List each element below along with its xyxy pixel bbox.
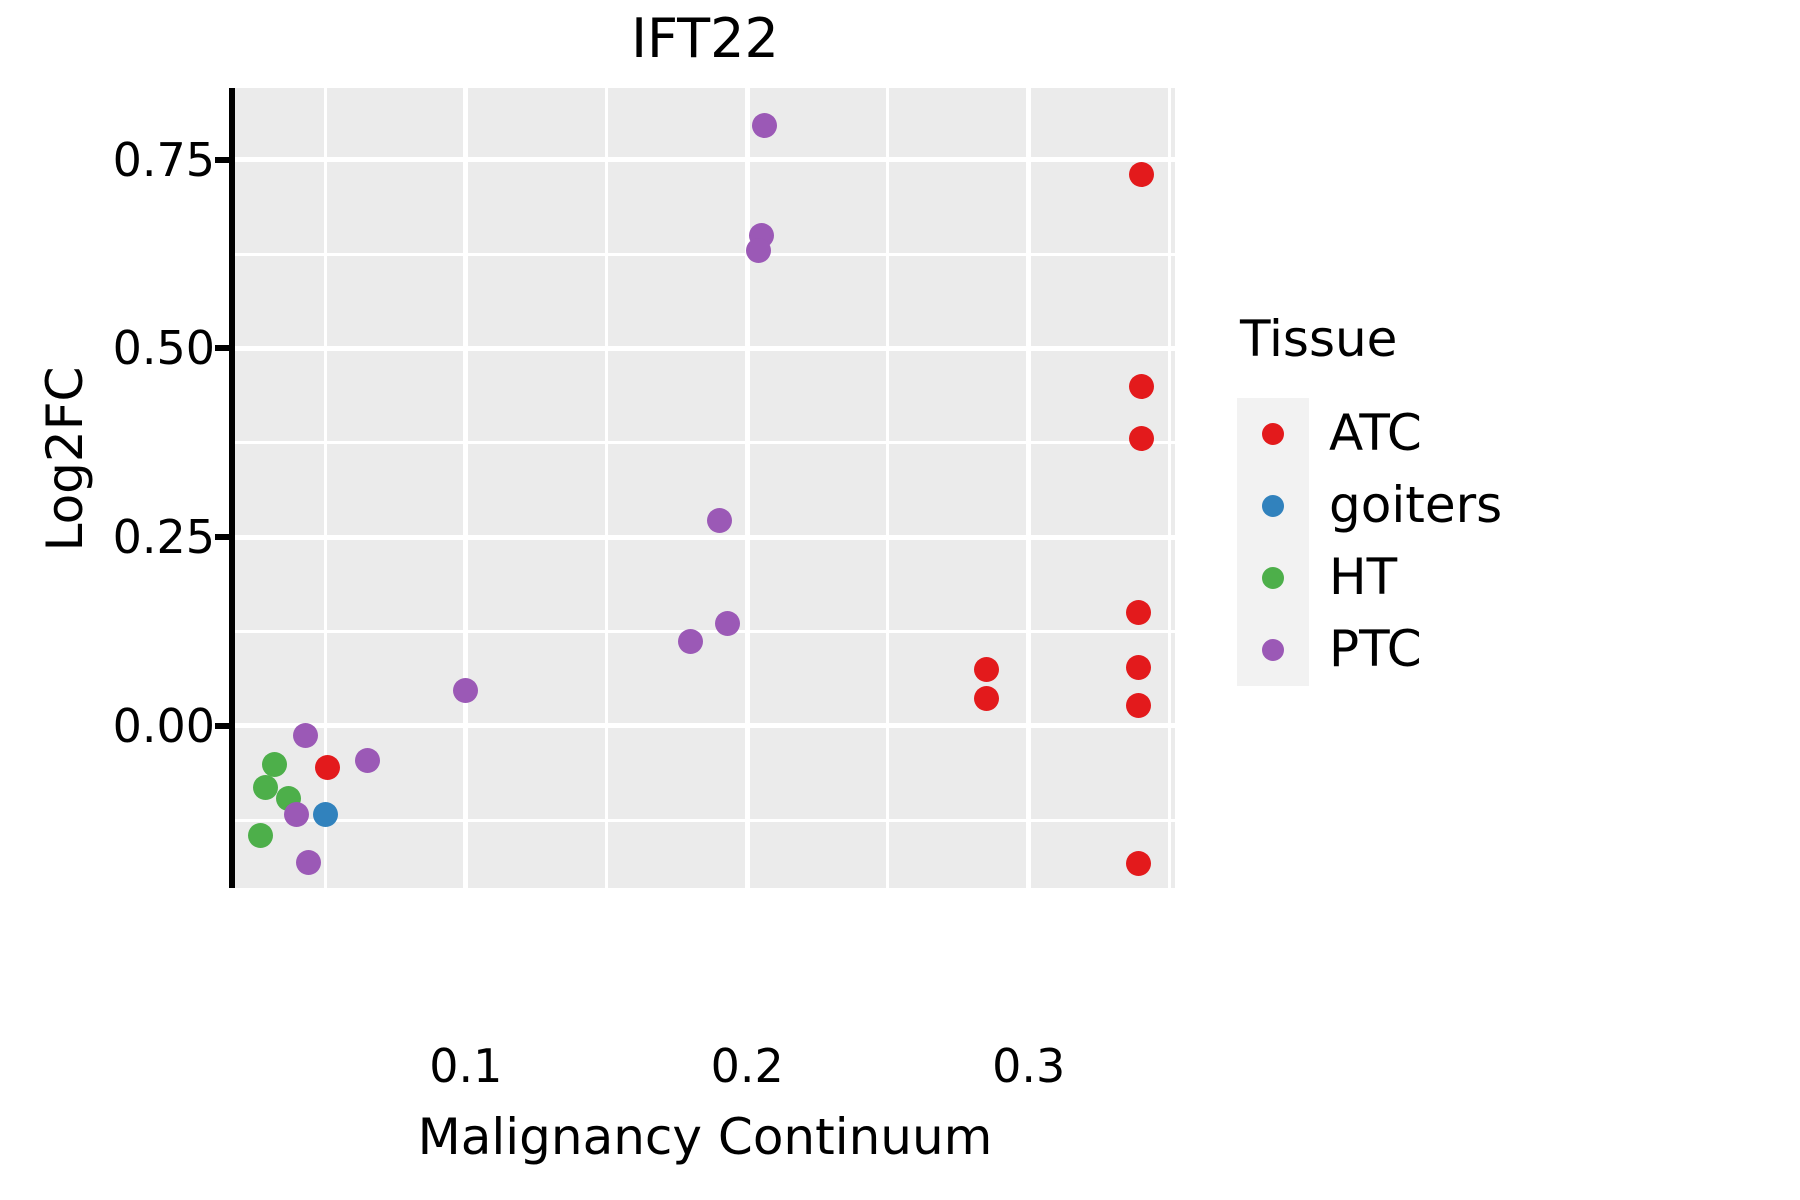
data-point-atc	[315, 754, 341, 780]
y-tick-label: 0.00	[112, 698, 215, 753]
data-point-ptc	[678, 628, 704, 654]
y-tick-mark	[215, 722, 229, 729]
legend-dot-icon	[1262, 639, 1284, 661]
data-point-atc	[1125, 655, 1151, 681]
data-point-atc	[973, 656, 999, 682]
x-tick-label: 0.3	[992, 1039, 1066, 1093]
y-axis-title: Log2FC	[36, 366, 94, 552]
data-point-ptc	[745, 237, 771, 263]
legend-item-label: ATC	[1329, 404, 1422, 462]
data-point-atc	[1125, 692, 1151, 718]
gridline-horizontal-minor	[235, 252, 1175, 256]
legend-title: Tissue	[1240, 310, 1398, 368]
data-point-atc	[1128, 162, 1154, 188]
legend-item-goiters[interactable]: goiters	[1237, 470, 1577, 542]
x-tick-label: 0.2	[710, 1039, 784, 1093]
legend-item-label: PTC	[1329, 620, 1422, 678]
data-point-ptc	[354, 747, 380, 773]
data-point-ptc	[715, 610, 740, 636]
legend-dot-icon	[1262, 495, 1284, 517]
y-tick-mark	[215, 345, 229, 352]
y-tick-label: 0.75	[112, 132, 215, 187]
y-tick-mark	[215, 156, 229, 163]
data-point-atc	[1128, 373, 1154, 399]
page-title: IFT22	[631, 7, 779, 70]
legend-item-ptc[interactable]: PTC	[1237, 614, 1577, 686]
data-point-ptc	[295, 849, 321, 875]
legend-item-label: goiters	[1329, 476, 1503, 534]
data-point-ptc	[284, 801, 310, 827]
data-point-ht	[261, 752, 287, 778]
gridline-horizontal	[235, 345, 1175, 351]
data-point-atc	[973, 686, 999, 712]
plot-panel	[235, 88, 1175, 888]
data-point-ht	[247, 822, 273, 848]
gridline-vertical	[1026, 88, 1032, 888]
data-point-atc	[1128, 426, 1154, 452]
x-axis-title: Malignancy Continuum	[417, 1108, 993, 1166]
y-tick-label: 0.25	[112, 510, 215, 565]
legend-dot-icon	[1262, 423, 1284, 445]
legend-rows: ATC goiters HT PTC	[1237, 398, 1577, 686]
gridline-vertical-minor	[886, 88, 890, 888]
legend-item-ht[interactable]: HT	[1237, 542, 1577, 614]
data-point-ptc	[292, 723, 318, 749]
data-point-ptc	[706, 507, 732, 533]
gridline-horizontal	[235, 157, 1175, 163]
gridline-horizontal	[235, 534, 1175, 540]
y-axis-line	[229, 88, 235, 888]
gridline-vertical	[744, 88, 750, 888]
gridline-horizontal	[235, 723, 1175, 729]
gridline-vertical-minor	[1167, 88, 1171, 888]
data-point-ptc	[453, 677, 479, 703]
x-tick-label: 0.1	[429, 1039, 503, 1093]
data-point-ptc	[751, 113, 777, 139]
data-point-ht	[253, 775, 279, 801]
data-point-atc	[1125, 600, 1151, 626]
gridline-vertical-minor	[323, 88, 327, 888]
gridline-horizontal-minor	[235, 818, 1175, 822]
legend-item-atc[interactable]: ATC	[1237, 398, 1577, 470]
data-point-atc	[1125, 851, 1151, 877]
y-tick-label: 0.50	[112, 321, 215, 376]
gridline-horizontal-minor	[235, 629, 1175, 633]
legend-dot-icon	[1262, 567, 1284, 589]
data-point-goiters	[312, 801, 338, 827]
legend-item-label: HT	[1329, 548, 1398, 606]
gridline-vertical-minor	[604, 88, 608, 888]
gridline-horizontal-minor	[235, 441, 1175, 445]
y-tick-mark	[215, 534, 229, 541]
gridline-vertical	[463, 88, 469, 888]
